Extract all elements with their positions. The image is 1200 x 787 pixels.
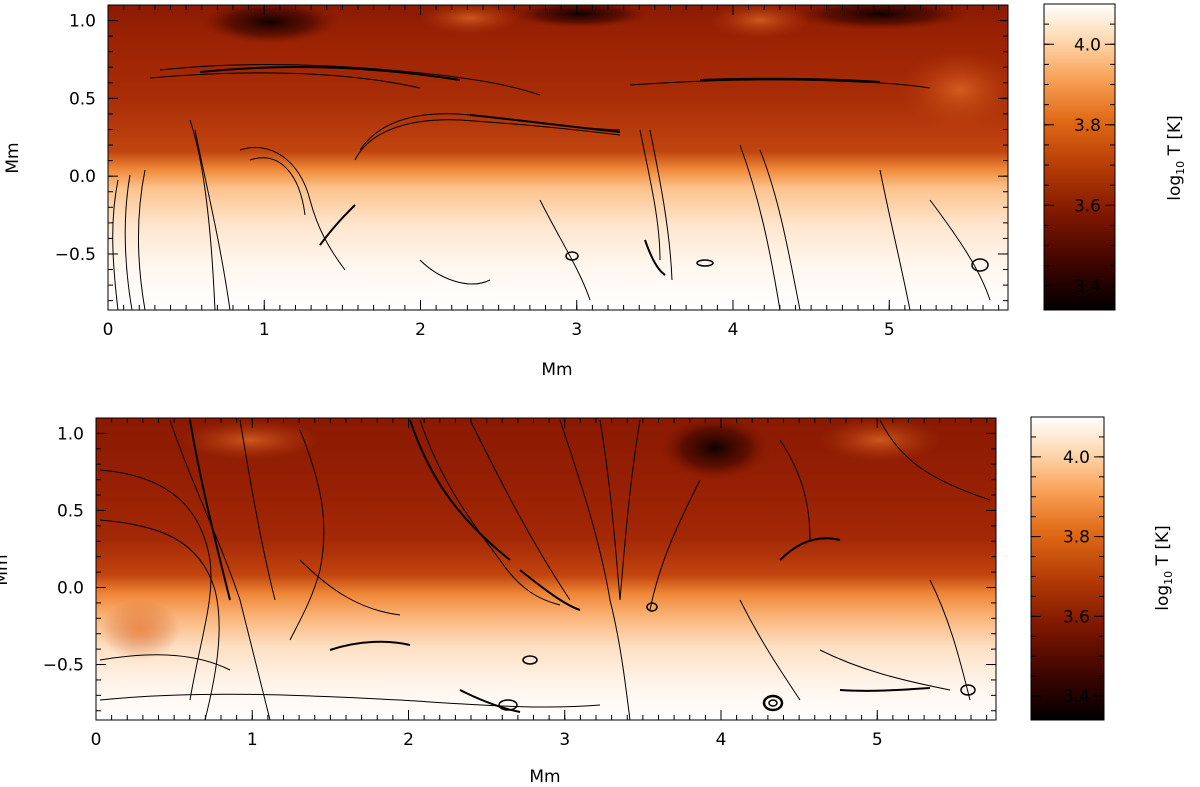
bottom-x-tick-label: 4 [716, 730, 727, 750]
bottom-x-axis-title: Mm [529, 767, 560, 787]
top-x-tick-label: 3 [571, 320, 582, 340]
top-x-tick-label: 5 [884, 320, 895, 340]
top-colorbar-ticks: 3.4 3.6 3.8 4.0 [1044, 3, 1115, 307]
bottom-panel: 0 1 2 3 4 5 −0.5 0.0 0.5 1.0 Mm Mm [0, 417, 997, 787]
top-colorbar-frame [1043, 3, 1116, 311]
bottom-colorbar-tick-label: 3.8 [1063, 528, 1090, 548]
bottom-y-tick-label: −0.5 [43, 656, 84, 676]
top-y-tick-label: −0.5 [55, 245, 96, 265]
top-y-ticks: −0.5 0.0 0.5 1.0 [55, 4, 1008, 302]
top-colorbar-tick-label: 3.6 [1074, 196, 1101, 216]
top-x-tick-label: 1 [259, 320, 270, 340]
top-x-tick-label: 2 [415, 320, 426, 340]
top-panel: 0 1 2 3 4 5 −0.5 0.0 0.5 1.0 Mm Mm [3, 4, 1009, 380]
top-colorbar-gradient [1044, 4, 1115, 310]
bottom-x-tick-label: 2 [403, 730, 414, 750]
top-colorbar: 3.4 3.6 3.8 4.0 log10 T [K] [1043, 3, 1187, 311]
bottom-colorbar-gradient [1031, 417, 1104, 720]
bottom-x-tick-label: 3 [559, 730, 570, 750]
bottom-y-axis-title: Mm [0, 554, 12, 585]
bottom-colorbar-frame [1030, 416, 1105, 721]
bottom-plot-frame [95, 417, 997, 721]
top-colorbar-tick-label: 3.8 [1074, 116, 1101, 136]
top-y-tick-label: 0.5 [69, 89, 96, 109]
bottom-colorbar-tick-label: 3.4 [1063, 687, 1090, 707]
top-colorbar-tick-label: 4.0 [1074, 35, 1101, 55]
bottom-y-tick-label: 1.0 [57, 424, 84, 444]
top-plot-frame [107, 4, 1009, 311]
bottom-x-tick-label: 0 [91, 730, 102, 750]
bottom-y-ticks: −0.5 0.0 0.5 1.0 [43, 417, 996, 712]
bottom-heatmap [96, 418, 996, 720]
bottom-colorbar: 3.4 3.6 3.8 4.0 log10 T [K] [1030, 416, 1175, 721]
top-y-tick-label: 1.0 [69, 12, 96, 32]
bottom-field-lines-thick [189, 419, 931, 713]
bottom-colorbar-tick-label: 3.6 [1063, 607, 1090, 627]
bottom-x-tick-label: 5 [872, 730, 883, 750]
bottom-colorbar-tick-label: 4.0 [1063, 448, 1090, 468]
top-colorbar-label: log10 T [K] [1165, 115, 1187, 201]
bottom-colorbar-ticks: 3.4 3.6 3.8 4.0 [1031, 416, 1104, 717]
bottom-y-tick-label: 0.5 [57, 501, 84, 521]
top-y-tick-label: 0.0 [69, 167, 96, 187]
bottom-colorbar-label: log10 T [K] [1153, 525, 1175, 611]
bottom-field-lines [99, 419, 991, 720]
top-y-axis-title: Mm [3, 142, 23, 173]
top-x-ticks: 0 1 2 3 4 5 [103, 5, 1000, 340]
bottom-x-ticks: 0 1 2 3 4 5 [91, 418, 988, 750]
top-x-tick-label: 0 [103, 320, 114, 340]
top-x-axis-title: Mm [541, 360, 572, 380]
bottom-y-tick-label: 0.0 [57, 578, 84, 598]
top-colorbar-tick-label: 3.4 [1074, 277, 1101, 297]
top-x-tick-label: 4 [728, 320, 739, 340]
bottom-x-tick-label: 1 [247, 730, 258, 750]
top-field-lines-thick [199, 65, 881, 276]
top-heatmap [108, 5, 1008, 310]
top-field-lines [112, 64, 991, 310]
